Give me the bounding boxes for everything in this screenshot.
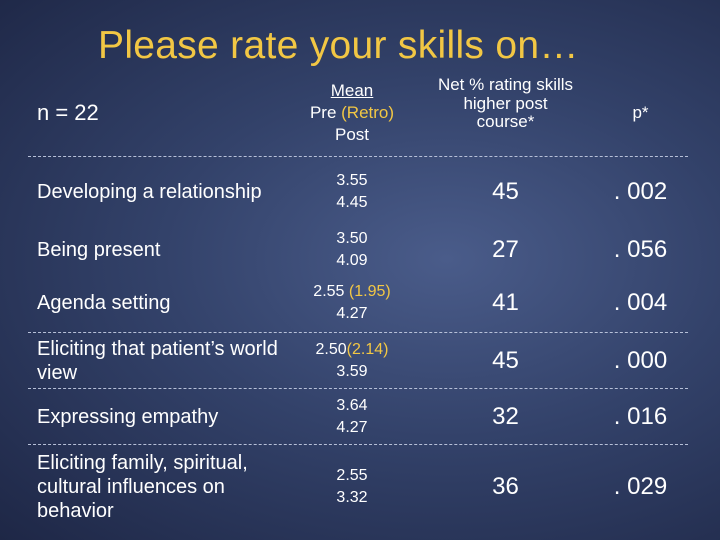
mean-scores: 2.55 (1.95) 4.27 <box>286 274 418 332</box>
table-row: Agenda setting 2.55 (1.95) 4.27 41 . 004 <box>28 274 688 332</box>
mean-post: 4.27 <box>336 419 368 436</box>
table-row: Developing a relationship 3.55 4.45 45 . … <box>28 156 688 227</box>
mean-pre: 3.64 <box>336 397 368 415</box>
p-value: . 056 <box>613 236 668 263</box>
p-value: . 002 <box>613 178 668 205</box>
mean-scores: 3.50 4.09 <box>286 226 418 274</box>
mean-header-line1: Mean <box>330 80 374 100</box>
p-value: . 016 <box>613 403 668 430</box>
net-header-line3: course* <box>476 112 535 132</box>
mean-pre: 3.55 <box>336 172 368 190</box>
table-row: Eliciting that patient’s world view 2.50… <box>28 332 688 389</box>
mean-retro: (1.95) <box>348 283 391 301</box>
mean-post: 4.45 <box>336 194 368 211</box>
skill-name: Being present <box>37 239 161 261</box>
mean-header-pre: Pre <box>309 102 342 122</box>
p-value: . 004 <box>613 289 668 316</box>
sample-size-label: n = 22 <box>37 99 99 125</box>
net-percent-value: 27 <box>492 236 519 263</box>
mean-scores: 2.55 3.32 <box>286 445 418 529</box>
mean-post: 4.27 <box>336 305 368 322</box>
mean-column-header: Mean Pre (Retro) Post <box>286 70 418 156</box>
net-percent-column-header: Net % rating skills higher post course* <box>418 70 593 156</box>
mean-scores: 2.50(2.14) 3.59 <box>286 333 418 389</box>
mean-header-retro: (Retro) <box>341 102 395 122</box>
skill-name: Developing a relationship <box>37 181 262 203</box>
p-value-column-header: p* <box>632 103 649 122</box>
mean-post: 3.59 <box>336 363 368 380</box>
mean-pre: 2.50 <box>315 341 347 359</box>
skill-name: Agenda setting <box>37 292 171 314</box>
mean-retro: (2.14) <box>346 341 389 359</box>
p-value: . 029 <box>613 473 668 500</box>
mean-scores: 3.55 4.45 <box>286 157 418 227</box>
net-percent-value: 36 <box>492 473 519 500</box>
table-row: Being present 3.50 4.09 27 . 056 <box>28 226 688 274</box>
p-value: . 000 <box>613 347 668 374</box>
skill-name: Expressing empathy <box>37 406 219 428</box>
net-percent-value: 45 <box>492 347 519 374</box>
mean-scores: 3.64 4.27 <box>286 389 418 445</box>
table-row: Eliciting family, spiritual, cultural in… <box>28 444 688 529</box>
mean-header-line3: Post <box>334 125 370 145</box>
net-percent-value: 45 <box>492 178 519 205</box>
net-header-line2: higher post <box>463 93 548 113</box>
skill-name: Eliciting family, spiritual, cultural in… <box>37 452 248 522</box>
mean-post: 4.09 <box>336 252 368 269</box>
mean-pre: 3.50 <box>336 230 368 248</box>
table-header-row: n = 22 Mean Pre (Retro) Post Net % ratin… <box>28 70 688 156</box>
net-percent-value: 32 <box>492 403 519 430</box>
net-header-line1: Net % rating skills <box>437 75 574 94</box>
table-row: Expressing empathy 3.64 4.27 32 . 016 <box>28 388 688 445</box>
mean-post: 3.32 <box>336 489 368 506</box>
skill-name: Eliciting that patient’s world view <box>37 338 278 384</box>
mean-header-line2: Pre (Retro) <box>310 102 394 124</box>
mean-pre: 2.55 <box>313 283 349 301</box>
slide-title: Please rate your skills on… <box>98 24 579 67</box>
net-percent-value: 41 <box>492 289 519 316</box>
mean-pre: 2.55 <box>336 467 368 485</box>
